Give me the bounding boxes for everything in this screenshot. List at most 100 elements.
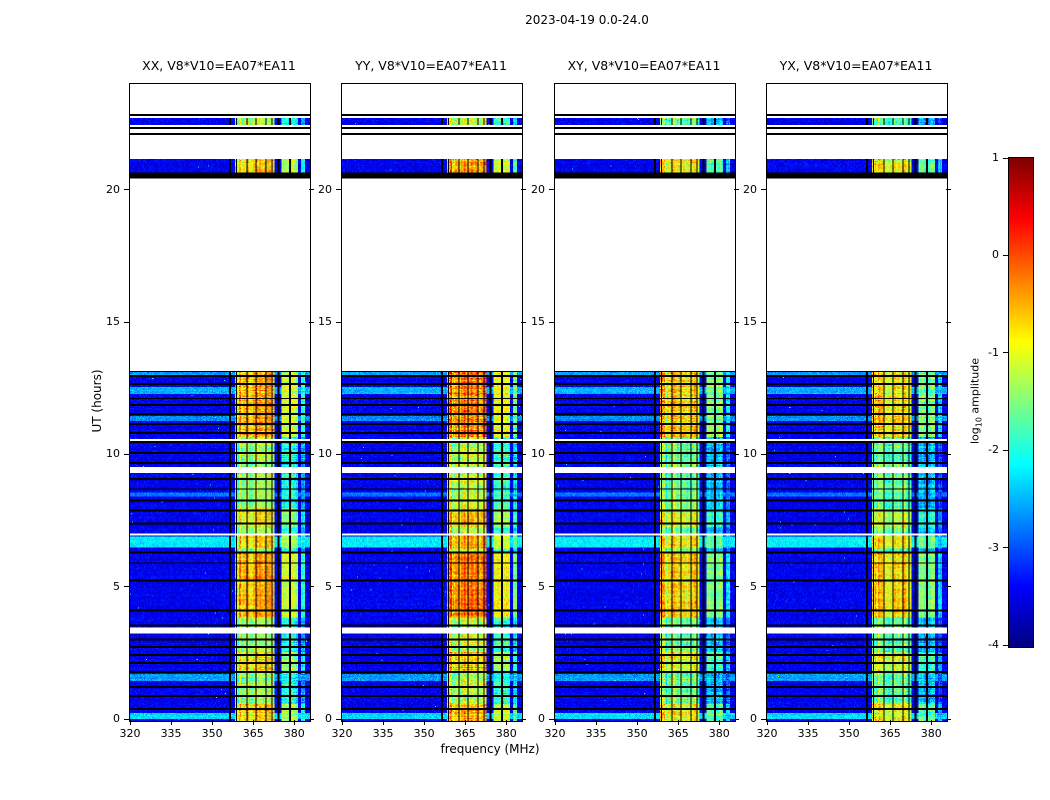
y-tick-mark bbox=[761, 321, 766, 323]
y-tick-mark bbox=[124, 718, 129, 720]
y-tick-label: 5 bbox=[325, 579, 332, 593]
y-tick-mark bbox=[336, 586, 341, 588]
y-tick-mark bbox=[309, 189, 314, 191]
x-tick-label: 320 bbox=[756, 727, 778, 740]
y-tick-label: 10 bbox=[318, 447, 332, 461]
x-tick-label: 335 bbox=[585, 727, 607, 740]
panel-title-xy: XY, V8*V10=EA07*EA11 bbox=[567, 58, 721, 73]
y-tick-mark bbox=[124, 586, 129, 588]
x-tick-label: 380 bbox=[920, 727, 942, 740]
y-tick-label: 5 bbox=[538, 579, 545, 593]
y-tick-mark bbox=[336, 718, 341, 720]
y-axis-label: UT (hours) bbox=[90, 369, 104, 433]
panel-xx bbox=[129, 83, 311, 722]
x-tick-mark bbox=[678, 720, 680, 725]
y-tick-label: 5 bbox=[750, 579, 757, 593]
y-tick-label: 20 bbox=[531, 182, 545, 196]
colorbar-label-rest: amplitude bbox=[968, 357, 982, 418]
x-tick-label: 350 bbox=[413, 727, 435, 740]
y-tick-mark bbox=[946, 586, 951, 588]
y-tick-mark bbox=[549, 189, 554, 191]
y-tick-label: 15 bbox=[743, 315, 757, 329]
y-tick-label: 0 bbox=[113, 712, 120, 725]
y-tick-mark bbox=[309, 321, 314, 323]
x-tick-mark bbox=[808, 720, 810, 725]
y-tick-label: 0 bbox=[325, 712, 332, 725]
x-tick-mark bbox=[719, 720, 721, 725]
y-tick-mark bbox=[761, 586, 766, 588]
y-tick-mark bbox=[761, 718, 766, 720]
spectrogram-xx bbox=[130, 84, 310, 721]
y-tick-mark bbox=[549, 453, 554, 455]
x-tick-mark bbox=[767, 720, 768, 725]
colorbar-tick-label: -2 bbox=[988, 443, 999, 457]
y-tick-mark bbox=[124, 189, 129, 191]
x-tick-mark bbox=[637, 720, 639, 725]
colorbar-tick-mark bbox=[1003, 352, 1008, 354]
x-tick-label: 380 bbox=[283, 727, 305, 740]
y-tick-mark bbox=[124, 453, 129, 455]
x-tick-mark bbox=[890, 720, 892, 725]
y-tick-label: 20 bbox=[318, 182, 332, 196]
y-tick-label: 0 bbox=[750, 712, 757, 725]
y-tick-mark bbox=[549, 718, 554, 720]
y-tick-mark bbox=[946, 321, 951, 323]
y-tick-label: 15 bbox=[318, 315, 332, 329]
y-tick-mark bbox=[336, 453, 341, 455]
x-tick-mark bbox=[342, 720, 343, 725]
y-tick-mark bbox=[761, 189, 766, 191]
y-tick-mark bbox=[549, 586, 554, 588]
x-tick-label: 335 bbox=[372, 727, 394, 740]
x-tick-label: 320 bbox=[119, 727, 141, 740]
panel-title-yy: YY, V8*V10=EA07*EA11 bbox=[355, 58, 507, 73]
x-tick-mark bbox=[506, 720, 508, 725]
panel-title-yx: YX, V8*V10=EA07*EA11 bbox=[779, 58, 933, 73]
panel-yx bbox=[766, 83, 948, 722]
x-tick-label: 335 bbox=[797, 727, 819, 740]
y-tick-mark bbox=[761, 453, 766, 455]
colorbar bbox=[1008, 157, 1034, 648]
colorbar-tick-mark bbox=[1003, 547, 1008, 549]
x-tick-mark bbox=[383, 720, 385, 725]
x-tick-mark bbox=[171, 720, 173, 725]
y-tick-mark bbox=[521, 586, 526, 588]
x-tick-label: 320 bbox=[544, 727, 566, 740]
x-tick-mark bbox=[465, 720, 467, 725]
y-tick-mark bbox=[734, 586, 739, 588]
colorbar-gradient bbox=[1009, 158, 1033, 647]
y-tick-mark bbox=[521, 321, 526, 323]
y-tick-mark bbox=[946, 453, 951, 455]
spectrogram-xy bbox=[555, 84, 735, 721]
x-tick-mark bbox=[931, 720, 933, 725]
x-tick-label: 365 bbox=[454, 727, 476, 740]
colorbar-label-log: log bbox=[968, 427, 982, 445]
y-tick-label: 20 bbox=[743, 182, 757, 196]
x-tick-label: 350 bbox=[201, 727, 223, 740]
x-tick-mark bbox=[555, 720, 556, 725]
y-tick-mark bbox=[521, 718, 526, 720]
y-tick-label: 15 bbox=[106, 315, 120, 329]
y-tick-mark bbox=[946, 718, 951, 720]
colorbar-tick-label: 0 bbox=[992, 248, 999, 262]
x-tick-mark bbox=[294, 720, 296, 725]
colorbar-tick-label: 1 bbox=[992, 151, 999, 164]
y-tick-mark bbox=[336, 321, 341, 323]
y-tick-label: 10 bbox=[106, 447, 120, 461]
x-tick-label: 365 bbox=[667, 727, 689, 740]
x-tick-mark bbox=[212, 720, 214, 725]
colorbar-tick-mark bbox=[1003, 254, 1008, 256]
panel-yy bbox=[341, 83, 523, 722]
colorbar-tick-label: -3 bbox=[988, 540, 999, 554]
y-tick-mark bbox=[734, 718, 739, 720]
x-tick-label: 380 bbox=[495, 727, 517, 740]
x-tick-label: 380 bbox=[708, 727, 730, 740]
x-tick-label: 365 bbox=[242, 727, 264, 740]
y-tick-mark bbox=[521, 453, 526, 455]
y-tick-mark bbox=[309, 718, 314, 720]
y-tick-label: 20 bbox=[106, 182, 120, 196]
colorbar-tick-mark bbox=[1003, 449, 1008, 451]
colorbar-tick-mark bbox=[1003, 157, 1008, 159]
y-tick-mark bbox=[309, 453, 314, 455]
x-tick-mark bbox=[849, 720, 851, 725]
